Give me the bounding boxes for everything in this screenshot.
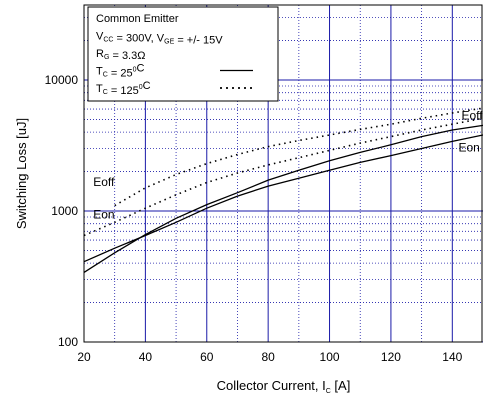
x-tick-label: 80 <box>261 350 275 364</box>
x-axis-label: Collector Current, IC [A] <box>217 378 351 395</box>
legend-entry: TC = 250C <box>96 63 144 80</box>
y-tick-label: 10000 <box>45 73 79 87</box>
y-axis-label: Switching Loss [uJ] <box>14 118 29 229</box>
x-tick-label: 40 <box>139 350 153 364</box>
curve-label: Eon <box>93 207 114 221</box>
x-tick-label: 20 <box>77 350 91 364</box>
plot-border <box>83 4 483 343</box>
series-line-25c <box>83 134 483 263</box>
x-tick-labels: 20 40 60 80 100 120 140 <box>77 350 462 364</box>
legend-entry: RG = 3.3Ω <box>96 48 145 62</box>
x-tick-label: 60 <box>200 350 214 364</box>
series-line-125c <box>83 117 483 237</box>
curve-label: Eoff <box>93 175 115 189</box>
x-tick-label: 140 <box>442 350 462 364</box>
series-line-25c <box>83 124 483 273</box>
y-tick-label: 100 <box>58 335 78 349</box>
legend-entry: VCC = 300V, VGE = +/- 15V <box>96 31 223 47</box>
legend-entry: TC = 1250C <box>96 80 151 97</box>
curve-label: Eoff <box>462 108 483 122</box>
x-tick-label: 100 <box>320 350 340 364</box>
x-tick-label: 120 <box>381 350 401 364</box>
curve-annotations: Eoff Eon Eoff Eon <box>93 108 483 221</box>
curve-label: Eon <box>458 140 479 154</box>
y-tick-label: 1000 <box>51 204 78 218</box>
y-tick-labels: 100 1000 10000 <box>45 73 79 349</box>
legend-box <box>87 6 279 102</box>
legend-entry: Common Emitter <box>96 13 179 25</box>
series-group <box>83 107 483 273</box>
minor-grid <box>84 5 483 342</box>
legend: Common Emitter VCC = 300V, VGE = +/- 15VR… <box>87 6 279 102</box>
